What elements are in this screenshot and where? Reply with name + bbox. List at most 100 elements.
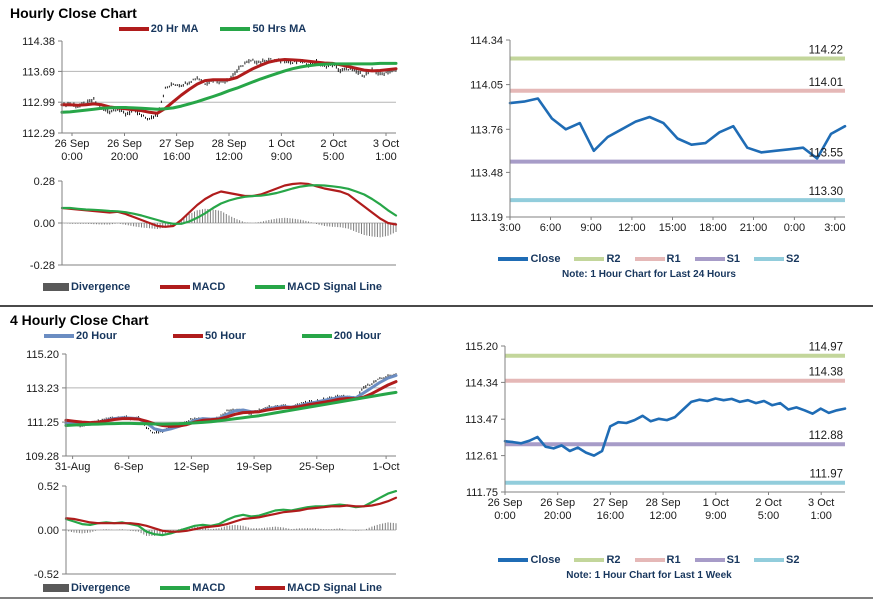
4h-macd-chart: 0.52 0.00 -0.52	[34, 481, 398, 581]
svg-text:112.88: 112.88	[809, 430, 843, 442]
legend-swatch	[255, 285, 286, 289]
chart-note-24h: Note: 1 Hour Chart for Last 24 Hours	[562, 269, 736, 280]
legend-item-divergence: Divergence	[42, 281, 131, 293]
svg-text:114.38: 114.38	[809, 367, 843, 379]
svg-text:3 Oct: 3 Oct	[373, 138, 399, 150]
legend-label: Divergence	[70, 281, 131, 293]
legend-swatch	[160, 586, 191, 590]
svg-text:20:00: 20:00	[111, 151, 139, 163]
svg-text:6:00: 6:00	[540, 222, 561, 234]
section-title-4hourly: 4 Hourly Close Chart	[10, 312, 149, 328]
legend-item-s1: S1	[694, 554, 741, 566]
svg-text:114.34: 114.34	[470, 35, 503, 47]
chart-note-week: Note: 1 Hour Chart for Last 1 Week	[566, 570, 732, 581]
svg-text:111.97: 111.97	[810, 469, 843, 481]
pivot-week-legend: Close R2 R1 S1 S2	[425, 554, 873, 566]
svg-text:114.38: 114.38	[22, 36, 55, 48]
legend-label: MACD	[192, 281, 226, 293]
legend-swatch	[694, 257, 725, 261]
legend-item-s2: S2	[754, 554, 800, 566]
legend-item-s1: S1	[694, 253, 740, 265]
hourly-macd-chart: 0.28 0.00 -0.28	[30, 176, 398, 272]
svg-text:27 Sep: 27 Sep	[593, 497, 628, 509]
svg-text:115.20: 115.20	[465, 341, 498, 353]
svg-text:2 Oct: 2 Oct	[755, 497, 781, 509]
legend-label: S2	[786, 253, 800, 265]
svg-text:0.00: 0.00	[38, 525, 59, 537]
legend-swatch	[301, 334, 332, 338]
svg-text:20:00: 20:00	[544, 510, 572, 522]
svg-text:12:00: 12:00	[215, 151, 243, 163]
svg-text:113.48: 113.48	[470, 167, 503, 179]
svg-text:0:00: 0:00	[494, 510, 515, 522]
legend-label: 20 Hour	[75, 330, 117, 342]
legend-item-macd: MACD	[160, 281, 225, 293]
legend-item-r1: R1	[634, 253, 681, 265]
svg-text:9:00: 9:00	[271, 151, 292, 163]
svg-text:113.30: 113.30	[809, 186, 843, 198]
legend-label: R1	[666, 554, 681, 566]
legend-label: R2	[606, 253, 621, 265]
hourly-macd-legend: Divergence MACD MACD Signal Line	[0, 281, 425, 293]
legend-label: MACD Signal Line	[287, 582, 383, 594]
legend-item-r1: R1	[634, 554, 681, 566]
svg-text:0:00: 0:00	[61, 151, 82, 163]
legend-label: Close	[530, 554, 561, 566]
svg-text:112.61: 112.61	[465, 451, 498, 463]
legend-swatch	[42, 584, 69, 592]
svg-text:113.76: 113.76	[470, 124, 503, 136]
section-title-hourly: Hourly Close Chart	[10, 5, 137, 21]
svg-text:111.75: 111.75	[466, 487, 498, 499]
legend-item-macd: MACD	[160, 582, 225, 594]
svg-text:9:00: 9:00	[580, 222, 601, 234]
legend-label: MACD	[192, 582, 226, 594]
svg-text:3:00: 3:00	[499, 222, 520, 234]
svg-text:26 Sep: 26 Sep	[55, 138, 90, 150]
legend-label: 50 Hour	[204, 330, 246, 342]
legend-label: 20 Hr MA	[150, 23, 199, 35]
svg-text:5:00: 5:00	[323, 151, 344, 163]
svg-text:26 Sep: 26 Sep	[488, 497, 523, 509]
svg-text:28 Sep: 28 Sep	[646, 497, 681, 509]
legend-swatch	[498, 257, 529, 261]
svg-text:0.28: 0.28	[34, 176, 55, 188]
legend-swatch	[634, 558, 665, 562]
legend-label: S1	[726, 554, 741, 566]
svg-text:3:00: 3:00	[824, 222, 845, 234]
legend-swatch	[43, 334, 74, 338]
svg-text:19-Sep: 19-Sep	[236, 461, 271, 473]
svg-text:16:00: 16:00	[597, 510, 625, 522]
svg-text:28 Sep: 28 Sep	[212, 138, 247, 150]
svg-text:26 Sep: 26 Sep	[540, 497, 575, 509]
svg-text:18:00: 18:00	[699, 222, 727, 234]
legend-item-r2: R2	[574, 253, 621, 265]
svg-text:1:00: 1:00	[375, 151, 396, 163]
svg-text:114.34: 114.34	[465, 377, 498, 389]
svg-text:21:00: 21:00	[740, 222, 768, 234]
svg-text:1-Oct: 1-Oct	[373, 461, 400, 473]
legend-label: Divergence	[70, 582, 131, 594]
svg-text:-0.52: -0.52	[34, 569, 59, 581]
legend-item-macd-signal: MACD Signal Line	[255, 281, 382, 293]
svg-text:2 Oct: 2 Oct	[320, 138, 346, 150]
legend-label: 200 Hour	[333, 330, 381, 342]
four-hourly-section: 4 Hourly Close Chart 20 Hour 50 Hour 200…	[0, 305, 873, 597]
legend-item-20hour: 20 Hour	[43, 330, 117, 342]
svg-text:114.05: 114.05	[470, 80, 503, 92]
svg-text:0.00: 0.00	[34, 218, 55, 230]
legend-label: R1	[666, 253, 681, 265]
hourly-ma-legend: 20 Hr MA 50 Hrs MA	[0, 23, 425, 35]
svg-text:114.01: 114.01	[809, 77, 843, 89]
svg-text:1:00: 1:00	[810, 510, 831, 522]
4h-macd-legend: Divergence MACD MACD Signal Line	[0, 582, 425, 594]
svg-text:113.47: 113.47	[465, 414, 498, 426]
svg-text:12-Sep: 12-Sep	[174, 461, 209, 473]
svg-text:12:00: 12:00	[649, 510, 677, 522]
svg-text:1 Oct: 1 Oct	[268, 138, 294, 150]
legend-item-divergence: Divergence	[42, 582, 131, 594]
legend-item-50hour: 50 Hour	[172, 330, 246, 342]
